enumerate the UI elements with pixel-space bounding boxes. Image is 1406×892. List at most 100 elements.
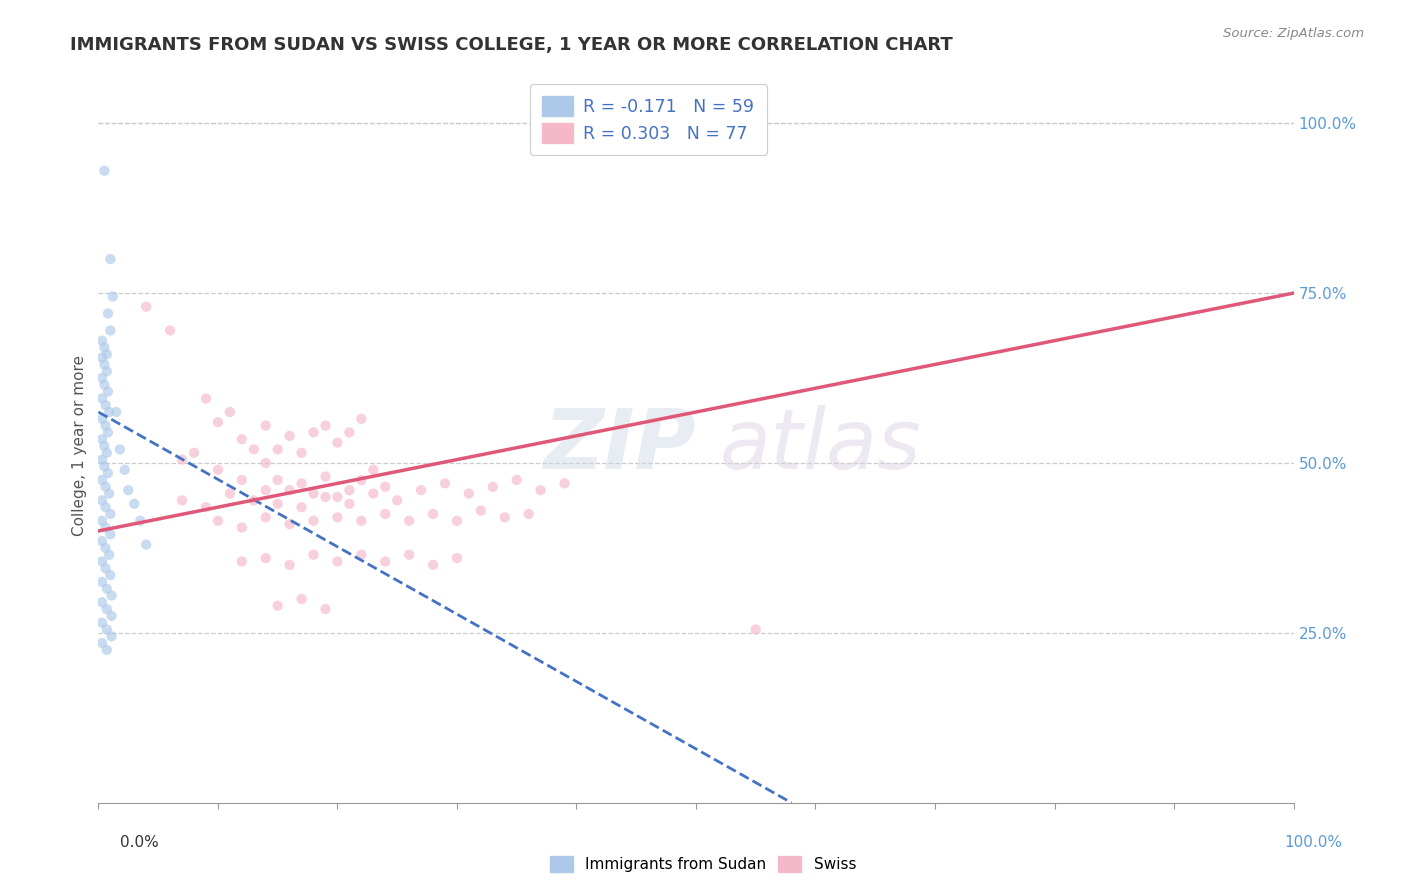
Point — [350, 514, 373, 528]
Point — [411, 483, 433, 498]
Point — [326, 435, 349, 450]
Point — [339, 483, 361, 498]
Point — [98, 323, 122, 337]
Point — [93, 341, 115, 355]
Point — [278, 558, 301, 572]
Point — [278, 517, 301, 532]
Text: ZIP: ZIP — [543, 406, 696, 486]
Point — [219, 486, 242, 500]
Point — [97, 466, 120, 480]
Point — [326, 555, 349, 569]
Point — [315, 602, 337, 616]
Point — [302, 514, 325, 528]
Point — [231, 473, 253, 487]
Point — [195, 392, 218, 406]
Point — [530, 483, 553, 498]
Point — [446, 551, 468, 566]
Point — [446, 514, 468, 528]
Point — [124, 497, 146, 511]
Point — [96, 623, 118, 637]
Point — [315, 469, 337, 483]
Point — [339, 425, 361, 440]
Point — [91, 432, 114, 446]
Point — [231, 520, 253, 534]
Point — [159, 323, 181, 337]
Point — [94, 541, 117, 555]
Point — [339, 497, 361, 511]
Point — [374, 555, 396, 569]
Text: 100.0%: 100.0% — [1285, 836, 1343, 850]
Point — [98, 486, 121, 500]
Point — [96, 582, 118, 596]
Point — [91, 351, 114, 365]
Point — [91, 371, 114, 385]
Point — [91, 334, 114, 348]
Point — [93, 163, 115, 178]
Point — [91, 615, 114, 630]
Point — [93, 377, 115, 392]
Point — [554, 476, 576, 491]
Point — [267, 497, 290, 511]
Point — [91, 595, 114, 609]
Point — [302, 548, 325, 562]
Point — [254, 483, 277, 498]
Point — [94, 398, 117, 412]
Point — [350, 412, 373, 426]
Point — [91, 534, 114, 549]
Point — [517, 507, 540, 521]
Point — [98, 252, 122, 266]
Point — [231, 432, 253, 446]
Point — [98, 568, 122, 582]
Point — [91, 493, 114, 508]
Point — [91, 636, 114, 650]
Text: 0.0%: 0.0% — [120, 836, 159, 850]
Point — [91, 574, 114, 589]
Point — [374, 480, 396, 494]
Point — [291, 500, 314, 515]
Point — [96, 364, 118, 378]
Point — [91, 555, 114, 569]
Point — [219, 405, 242, 419]
Point — [91, 412, 114, 426]
Point — [350, 473, 373, 487]
Point — [243, 442, 266, 457]
Point — [94, 418, 117, 433]
Point — [97, 306, 120, 320]
Point — [315, 490, 337, 504]
Point — [326, 510, 349, 524]
Point — [243, 493, 266, 508]
Text: IMMIGRANTS FROM SUDAN VS SWISS COLLEGE, 1 YEAR OR MORE CORRELATION CHART: IMMIGRANTS FROM SUDAN VS SWISS COLLEGE, … — [70, 36, 953, 54]
Point — [363, 486, 385, 500]
Point — [278, 429, 301, 443]
Point — [135, 537, 157, 551]
Point — [183, 446, 205, 460]
Text: atlas: atlas — [720, 406, 921, 486]
Point — [114, 463, 136, 477]
Point — [97, 384, 120, 399]
Point — [100, 608, 122, 623]
Point — [94, 520, 117, 534]
Legend: Immigrants from Sudan, Swiss: Immigrants from Sudan, Swiss — [543, 848, 863, 880]
Point — [91, 473, 114, 487]
Point — [129, 514, 152, 528]
Point — [172, 493, 194, 508]
Point — [422, 507, 444, 521]
Point — [108, 442, 131, 457]
Point — [96, 602, 118, 616]
Point — [94, 500, 117, 515]
Point — [291, 446, 314, 460]
Point — [398, 548, 420, 562]
Point — [291, 591, 314, 606]
Point — [434, 476, 457, 491]
Point — [207, 514, 229, 528]
Point — [350, 548, 373, 562]
Point — [101, 289, 124, 303]
Point — [470, 503, 492, 517]
Point — [98, 527, 122, 541]
Point — [302, 486, 325, 500]
Point — [98, 548, 121, 562]
Point — [172, 452, 194, 467]
Point — [98, 507, 122, 521]
Point — [96, 347, 118, 361]
Point — [278, 483, 301, 498]
